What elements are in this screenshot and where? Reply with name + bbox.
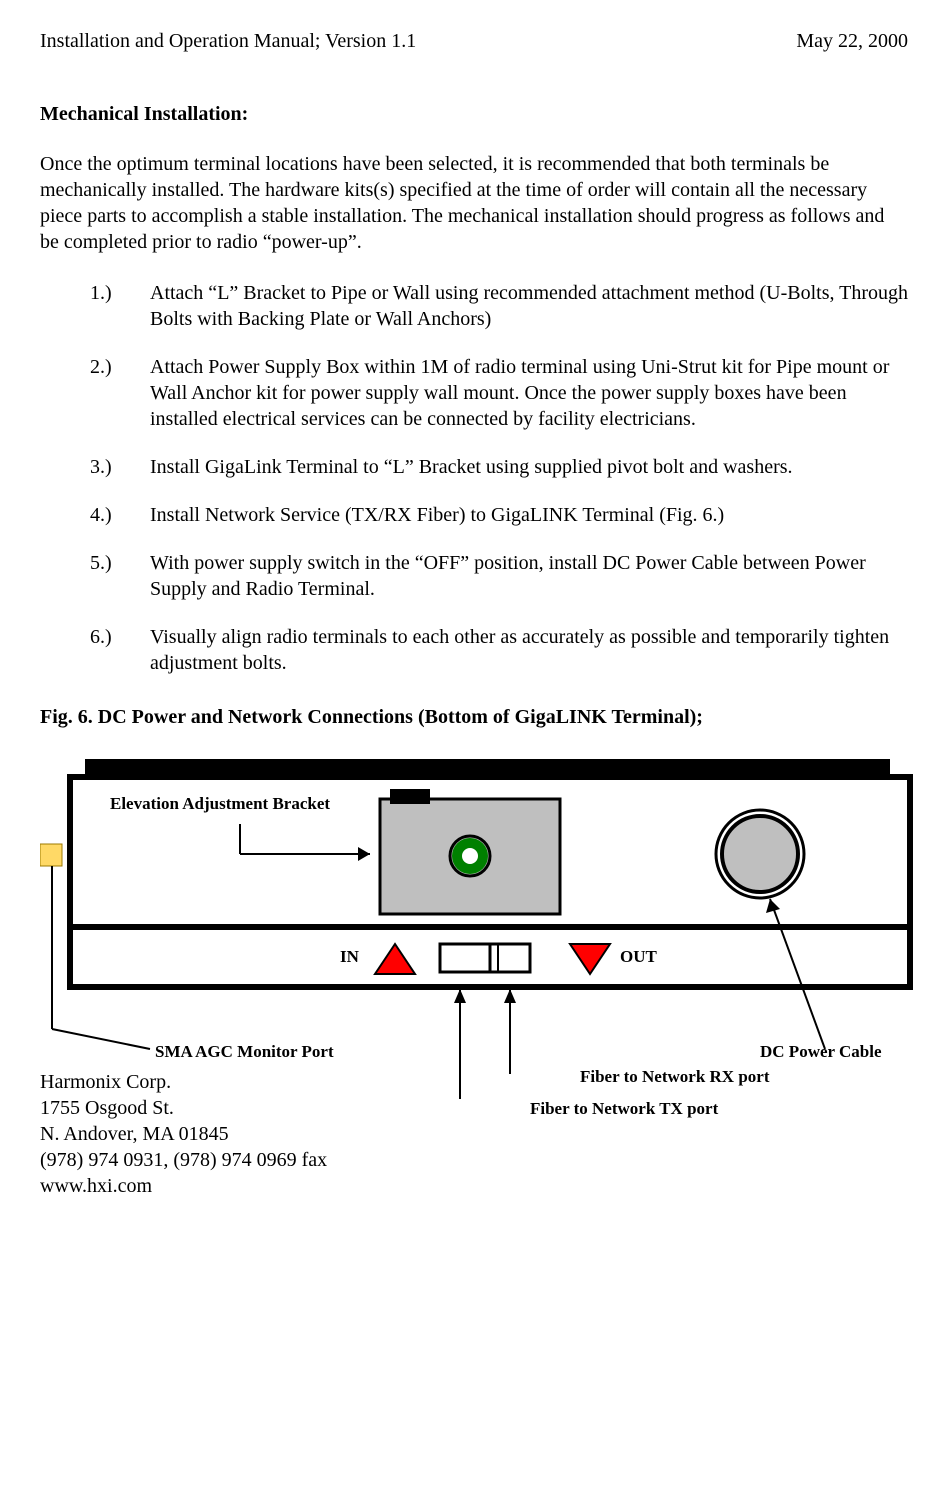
- header-left: Installation and Operation Manual; Versi…: [40, 30, 416, 53]
- page-header: Installation and Operation Manual; Versi…: [40, 30, 908, 53]
- header-right: May 22, 2000: [796, 30, 908, 53]
- step-number: 1.): [90, 280, 150, 332]
- step-item: 6.)Visually align radio terminals to eac…: [90, 624, 908, 676]
- label-tx: Fiber to Network TX port: [530, 1099, 718, 1119]
- step-item: 2.)Attach Power Supply Box within 1M of …: [90, 354, 908, 432]
- step-number: 6.): [90, 624, 150, 676]
- figure-caption: Fig. 6. DC Power and Network Connections…: [40, 706, 908, 729]
- figure-6-diagram: Elevation Adjustment Bracket IN OUT SMA …: [40, 759, 938, 1159]
- step-item: 1.)Attach “L” Bracket to Pipe or Wall us…: [90, 280, 908, 332]
- step-number: 5.): [90, 550, 150, 602]
- step-number: 2.): [90, 354, 150, 432]
- label-in: IN: [340, 947, 359, 967]
- step-text: Attach “L” Bracket to Pipe or Wall using…: [150, 280, 908, 332]
- step-item: 4.)Install Network Service (TX/RX Fiber)…: [90, 502, 908, 528]
- label-sma: SMA AGC Monitor Port: [155, 1042, 334, 1062]
- label-elevation: Elevation Adjustment Bracket: [110, 794, 330, 814]
- step-text: Install Network Service (TX/RX Fiber) to…: [150, 502, 908, 528]
- step-item: 5.)With power supply switch in the “OFF”…: [90, 550, 908, 602]
- step-number: 3.): [90, 454, 150, 480]
- step-text: Attach Power Supply Box within 1M of rad…: [150, 354, 908, 432]
- intro-paragraph: Once the optimum terminal locations have…: [40, 151, 900, 255]
- terminal-diagram-svg: [40, 759, 938, 1159]
- step-number: 4.): [90, 502, 150, 528]
- step-item: 3.)Install GigaLink Terminal to “L” Brac…: [90, 454, 908, 480]
- label-rx: Fiber to Network RX port: [580, 1067, 769, 1087]
- step-text: Install GigaLink Terminal to “L” Bracket…: [150, 454, 908, 480]
- label-dc: DC Power Cable: [760, 1042, 882, 1062]
- section-title: Mechanical Installation:: [40, 103, 908, 126]
- step-text: Visually align radio terminals to each o…: [150, 624, 908, 676]
- step-text: With power supply switch in the “OFF” po…: [150, 550, 908, 602]
- steps-list: 1.)Attach “L” Bracket to Pipe or Wall us…: [40, 280, 908, 676]
- footer-line: www.hxi.com: [40, 1173, 908, 1199]
- label-out: OUT: [620, 947, 657, 967]
